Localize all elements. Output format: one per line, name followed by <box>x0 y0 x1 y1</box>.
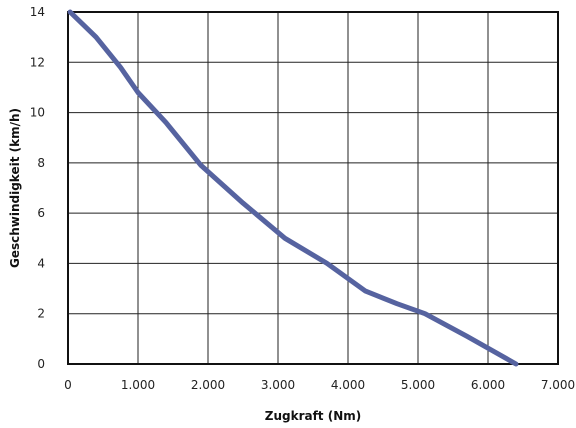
series-line <box>67 9 519 367</box>
grid <box>67 11 559 365</box>
x-tick-labels: 0 1.000 2.000 3.000 4.000 5.000 6.000 7.000 <box>64 378 575 392</box>
y-tick-label: 10 <box>30 106 45 120</box>
x-tick-label: 0 <box>64 378 72 392</box>
y-tick-label: 2 <box>37 307 45 321</box>
plot-frame <box>67 11 559 365</box>
x-tick-label: 5.000 <box>401 378 435 392</box>
x-tick-label: 4.000 <box>331 378 365 392</box>
y-tick-labels: 0 2 4 6 8 10 12 14 <box>30 5 45 371</box>
y-tick-label: 0 <box>37 357 45 371</box>
y-tick-label: 4 <box>37 256 45 270</box>
y-tick-label: 14 <box>30 5 45 19</box>
x-axis-title: Zugkraft (Nm) <box>265 409 361 423</box>
x-tick-label: 3.000 <box>261 378 295 392</box>
x-tick-label: 2.000 <box>191 378 225 392</box>
y-tick-label: 8 <box>37 156 45 170</box>
x-tick-label: 7.000 <box>541 378 575 392</box>
x-tick-label: 6.000 <box>471 378 505 392</box>
y-tick-label: 12 <box>30 55 45 69</box>
series-layer <box>67 9 519 367</box>
y-axis-title: Geschwindigkeit (km/h) <box>8 108 22 268</box>
x-tick-label: 1.000 <box>121 378 155 392</box>
y-tick-label: 6 <box>37 206 45 220</box>
